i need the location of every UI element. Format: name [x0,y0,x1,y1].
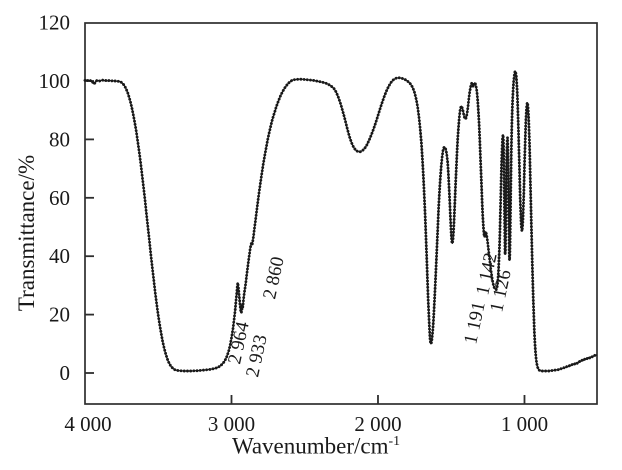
plot-frame [84,22,598,405]
x-tick-label: 3 000 [208,412,255,436]
peak-annotation: 1 191 [460,300,489,346]
y-tick-label: 100 [39,69,71,93]
spectrum-curve-dots [83,67,599,373]
y-tick-label: 0 [60,361,71,385]
y-tick-label: 60 [49,186,70,210]
x-tick-label: 1 000 [501,412,548,436]
x-axis-title-text: Wavenumber/cm [231,433,389,459]
x-tick-label: 4 000 [64,412,111,436]
y-tick-label: 40 [49,244,70,268]
peak-annotation: 2 860 [259,255,288,301]
y-tick-label: 120 [39,11,71,35]
y-axis-title: Transmittance/% [14,154,39,312]
x-tick-label: 2 000 [354,412,401,436]
x-axis-title: Wavenumber/cm-1 [166,433,466,463]
x-axis-title-exponent: -1 [388,433,401,448]
y-tick-label: 20 [49,303,70,327]
y-tick-label: 80 [49,127,70,151]
